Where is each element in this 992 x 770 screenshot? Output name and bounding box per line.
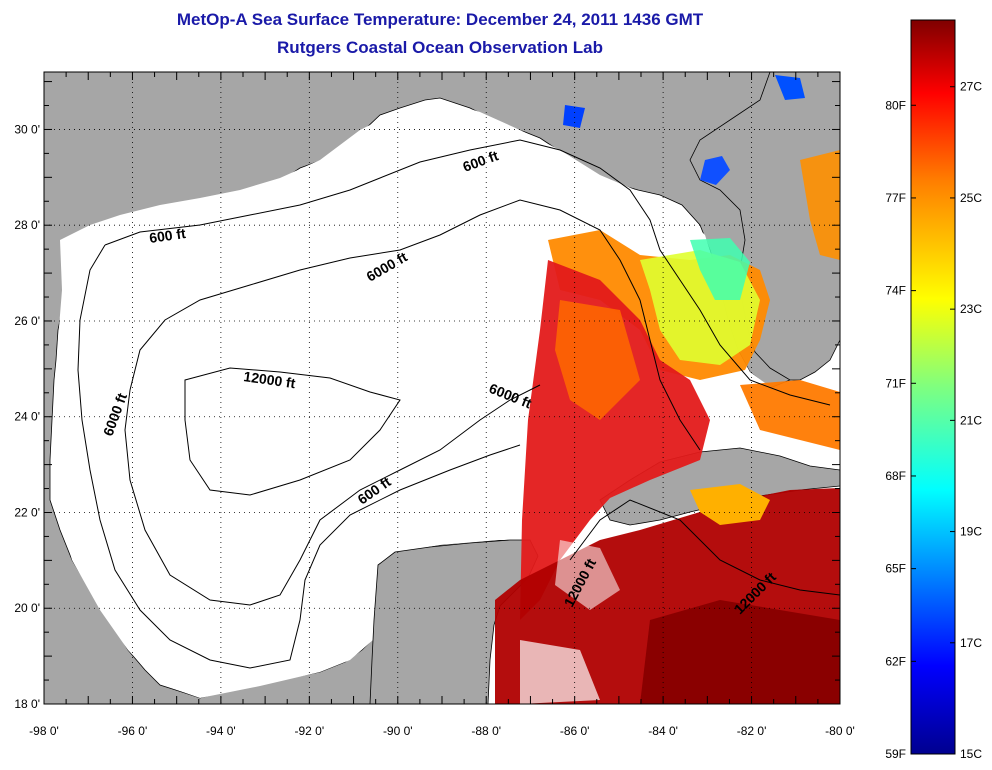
latitude-labels: 30 0' 28 0' 26 0' 24 0' 22 0' 20 0' 18 0'	[14, 122, 40, 711]
colorbar-f-label: 59F	[885, 747, 906, 761]
contour-12000ft-caribbean	[569, 499, 840, 596]
lon-label: -96 0'	[118, 724, 148, 738]
colorbar-c-label: 25C	[960, 191, 982, 205]
contour-6000ft-north	[129, 199, 701, 451]
contour-label: 600 ft	[148, 225, 187, 246]
map-subtitle: Rutgers Coastal Ocean Observation Lab	[277, 38, 603, 57]
lat-label: 26 0'	[14, 314, 40, 328]
longitude-labels: -98 0' -96 0' -94 0' -92 0' -90 0' -88 0' -86 …	[29, 724, 855, 738]
contour-6000ft-south	[124, 384, 541, 606]
lat-label: 30 0'	[14, 122, 40, 136]
colorbar-c-label: 21C	[960, 413, 982, 427]
colorbar-f-label: 62F	[885, 654, 906, 668]
lat-label: 28 0'	[14, 218, 40, 232]
colorbar-c-label: 17C	[960, 636, 982, 650]
colorbar-f-label: 74F	[885, 284, 906, 298]
colorbar-f-label: 71F	[885, 376, 906, 390]
colorbar-c-label: 23C	[960, 302, 982, 316]
lon-label: -94 0'	[206, 724, 236, 738]
colorbar-f-label: 77F	[885, 191, 906, 205]
graticule	[44, 72, 840, 704]
contour-12000ft	[184, 367, 401, 496]
contour-600ft-west	[77, 244, 521, 669]
lon-label: -84 0'	[648, 724, 678, 738]
bathymetry-contours	[77, 139, 840, 669]
colorbar-f-label: 80F	[885, 98, 906, 112]
lat-label: 24 0'	[14, 410, 40, 424]
lon-label: -88 0'	[471, 724, 501, 738]
colorbar-c-label: 19C	[960, 525, 982, 539]
lat-label: 20 0'	[14, 601, 40, 615]
lon-label: -82 0'	[737, 724, 767, 738]
colorbar-f-label: 68F	[885, 469, 906, 483]
colorbar-f-label: 65F	[885, 562, 906, 576]
map-title: MetOp-A Sea Surface Temperature: Decembe…	[176, 10, 704, 29]
sst-data-layer	[495, 75, 840, 704]
colorbar	[910, 19, 956, 755]
colorbar-celsius-labels: 27C 25C 23C 21C 19C 17C 15C	[950, 80, 982, 761]
colorbar-fahrenheit-labels: 80F 77F 74F 71F 68F 65F 62F 59F	[885, 98, 916, 761]
lon-label: -80 0'	[825, 724, 855, 738]
colorbar-c-label: 15C	[960, 747, 982, 761]
contour-label: 12000 ft	[243, 368, 297, 391]
colorbar-c-label: 27C	[960, 80, 982, 94]
lat-label: 22 0'	[14, 505, 40, 519]
lon-label: -92 0'	[295, 724, 325, 738]
lon-label: -90 0'	[383, 724, 413, 738]
lon-label: -86 0'	[560, 724, 590, 738]
contour-600ft-north	[104, 139, 831, 406]
lon-label: -98 0'	[29, 724, 59, 738]
lat-label: 18 0'	[14, 697, 40, 711]
axis-ticks	[43, 72, 840, 705]
